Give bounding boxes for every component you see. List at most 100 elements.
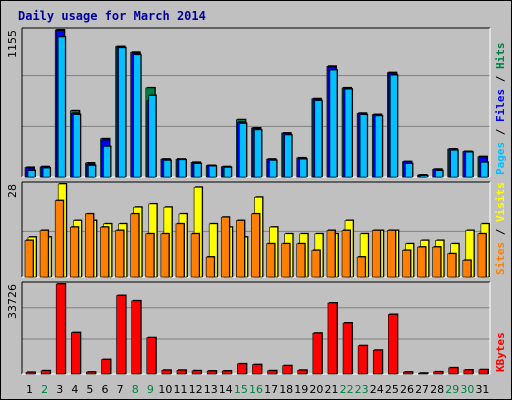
kbytes-bar (388, 314, 398, 375)
kbytes-bar (403, 371, 413, 375)
kbytes-bar (25, 372, 36, 375)
sites-bar (462, 260, 472, 278)
hits-panel-legend-hits: Hits (494, 43, 507, 70)
x-tick-label: 21 (324, 383, 338, 396)
x-tick-label: 10 (158, 383, 172, 396)
sites-bar (130, 213, 139, 278)
x-tick-label: 17 (264, 383, 278, 396)
x-tick-label: 3 (56, 383, 63, 396)
kbytes-bar (70, 332, 81, 375)
x-tick-label: 13 (204, 383, 218, 396)
sites-bar (220, 216, 230, 278)
pages-bar (57, 36, 66, 178)
kbytes-bar (327, 302, 338, 375)
sites-bar (477, 233, 487, 278)
x-tick-label: 25 (385, 383, 399, 396)
kbytes-bar (206, 370, 217, 375)
kbytes-bar (116, 295, 126, 375)
chart-title: Daily usage for March 2014 (18, 9, 206, 23)
kbytes-panel-bg (22, 282, 490, 374)
x-tick-label: 31 (475, 383, 489, 396)
sites-bar (266, 243, 275, 278)
kbytes-bar (252, 364, 262, 375)
sites-bar (417, 246, 426, 278)
sites-bar (281, 243, 290, 278)
kbytes-bar (161, 369, 172, 375)
x-tick-label: 23 (355, 383, 369, 396)
kbytes-bar (40, 370, 51, 375)
x-tick-label: 28 (430, 383, 444, 396)
hits-panel-legend-pages: Pages (494, 142, 507, 175)
pages-bar (148, 95, 157, 178)
x-tick-label: 30 (460, 383, 474, 396)
kbytes-bar (146, 337, 157, 375)
kbytes-bar (131, 300, 141, 375)
kbytes-bar (448, 367, 459, 375)
pages-bar (254, 129, 262, 178)
pages-bar (359, 114, 368, 178)
pages-bar (223, 167, 232, 178)
sites-bar (326, 230, 336, 278)
kbytes-bar (282, 365, 292, 375)
pages-bar (374, 115, 383, 178)
pages-bar (329, 69, 338, 178)
sites-bar (69, 226, 79, 278)
hits-panel-ymax-label: 1155 (6, 30, 19, 58)
kbytes-bar (418, 372, 428, 375)
visits-panel-legend-visits: Visits (494, 182, 507, 222)
pages-bar (27, 170, 36, 178)
pages-bar (465, 151, 474, 178)
sites-bar (356, 256, 366, 278)
x-tick-label: 2 (41, 383, 48, 396)
x-tick-label: 19 (294, 383, 308, 396)
sites-bar (251, 213, 260, 278)
x-tick-label: 18 (279, 383, 293, 396)
pages-bar (133, 54, 141, 178)
x-tick-label: 24 (370, 383, 384, 396)
hits-panel-legend-separator: / (494, 122, 507, 142)
sites-bar (24, 240, 34, 278)
sites-bar (236, 220, 245, 278)
x-tick-label: 29 (445, 383, 459, 396)
kbytes-bar (237, 363, 247, 375)
sites-bar (447, 253, 457, 278)
x-tick-label: 14 (219, 383, 233, 396)
visits-panel-ymax-label: 28 (6, 184, 19, 198)
x-tick-label: 11 (174, 383, 188, 396)
pages-bar (450, 149, 459, 178)
pages-bar (405, 163, 413, 178)
sites-bar (296, 243, 306, 278)
x-tick-label: 4 (71, 383, 78, 396)
pages-bar (88, 165, 96, 178)
sites-bar (387, 230, 396, 278)
x-tick-label: 12 (189, 383, 203, 396)
hits-panel-legend: Pages / Files / Hits (494, 43, 507, 176)
sites-bar (371, 230, 381, 278)
pages-bar (299, 158, 308, 178)
sites-bar (175, 223, 185, 278)
pages-bar (163, 160, 172, 178)
sites-bar (85, 213, 94, 278)
sites-bar (311, 250, 321, 278)
kbytes-bar (312, 332, 323, 375)
kbytes-bar (176, 369, 187, 375)
kbytes-bar (433, 371, 443, 375)
hits-panel-legend-files: Files (494, 89, 507, 122)
kbytes-bar (463, 369, 474, 375)
sites-bar (39, 230, 49, 278)
pages-bar (72, 114, 81, 178)
kbytes-bar (221, 370, 232, 375)
pages-bar (344, 88, 353, 178)
kbytes-bar (478, 369, 489, 375)
x-tick-label: 6 (102, 383, 109, 396)
sites-bar (205, 256, 215, 278)
pages-bar (208, 165, 217, 178)
kbytes-panel-legend: KBytes (494, 332, 507, 372)
sites-bar (341, 230, 351, 278)
pages-bar (239, 123, 247, 178)
sites-bar (402, 250, 411, 278)
sites-bar (190, 233, 200, 278)
visits-panel-legend-sites: Sites (494, 242, 507, 275)
kbytes-panel-ymax-label: 33726 (6, 284, 19, 319)
x-tick-label: 9 (147, 383, 154, 396)
